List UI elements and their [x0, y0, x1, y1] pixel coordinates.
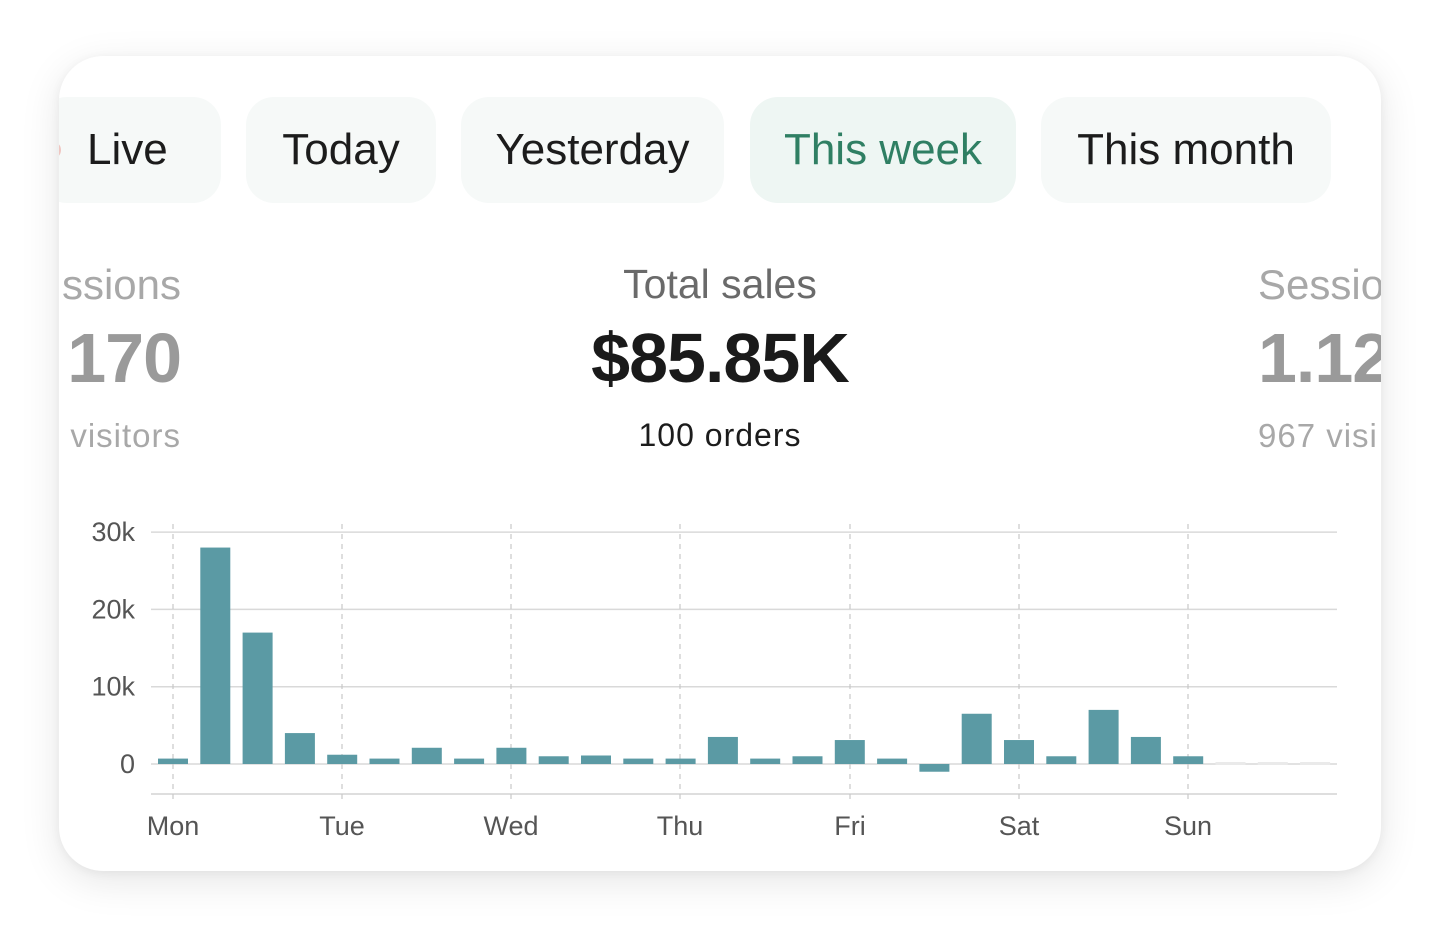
chart-bar: [242, 632, 273, 764]
metric-sub: 100 orders: [638, 417, 802, 453]
tab-this-week-label: This week: [783, 125, 983, 174]
metric-value: 170: [67, 319, 182, 397]
chart-bar: [961, 713, 992, 764]
metric-value: 1.12: [1258, 319, 1381, 397]
tab-this-month-label: This month: [1077, 125, 1295, 174]
tab-live[interactable]: Live: [59, 97, 221, 203]
chart-bar: [1257, 762, 1288, 765]
x-tick-label: Sat: [999, 811, 1040, 841]
x-tick-label: Fri: [834, 811, 865, 841]
metric-label: Sessio: [1258, 261, 1381, 308]
chart-bar: [834, 740, 865, 764]
chart-bar: [919, 764, 950, 772]
chart-bar: [877, 758, 908, 764]
x-tick-label: Mon: [147, 811, 200, 841]
tab-live-label: Live: [87, 125, 168, 174]
sales-bar-chart: 30k 20k 10k 0 Mon Tue Wed Thu Fri Sat Sun: [91, 517, 1337, 841]
tab-today-label: Today: [282, 125, 400, 174]
chart-bar: [1173, 756, 1204, 764]
chart-bar: [707, 736, 738, 764]
tab-yesterday[interactable]: Yesterday: [461, 97, 724, 203]
chart-bar: [369, 758, 400, 764]
tab-this-week[interactable]: This week: [750, 97, 1016, 203]
chart-bar: [411, 747, 442, 764]
chart-bar: [750, 758, 781, 764]
chart-bar: [1088, 709, 1119, 764]
chart-bar: [1130, 736, 1161, 764]
chart-bar: [200, 547, 231, 764]
chart-bar: [665, 758, 696, 764]
metric-value: $85.85K: [591, 319, 850, 397]
y-tick-label: 10k: [91, 672, 135, 702]
metric-sessions-prev[interactable]: ssions 170 visitors: [59, 56, 189, 456]
chart-bar: [792, 756, 823, 764]
chart-bar: [623, 758, 654, 764]
metric-sessions-next[interactable]: Sessio 1.12 967 visi: [1256, 56, 1381, 456]
chart-bar: [284, 733, 315, 764]
chart-bar: [1046, 756, 1077, 764]
y-tick-label: 30k: [91, 517, 135, 547]
metric-sub: 967 visi: [1258, 417, 1378, 454]
x-tick-label: Wed: [483, 811, 538, 841]
chart-bar: [496, 747, 527, 764]
metric-label: ssions: [61, 261, 181, 308]
x-tick-label: Sun: [1164, 811, 1212, 841]
tab-yesterday-label: Yesterday: [495, 125, 690, 174]
x-tick-label: Thu: [657, 811, 704, 841]
tab-this-month[interactable]: This month: [1041, 97, 1331, 203]
x-tick-label: Tue: [319, 811, 365, 841]
chart-bar: [538, 756, 569, 764]
chart-bar: [454, 758, 485, 764]
live-indicator-icon: [59, 141, 61, 159]
metric-sub: visitors: [70, 417, 181, 454]
chart-bar: [1215, 762, 1246, 765]
sales-overview-card: Live Today Yesterday This week This mont…: [59, 56, 1381, 871]
chart-bar: [1300, 762, 1331, 765]
chart-bar: [581, 755, 611, 764]
chart-bar: [158, 758, 188, 764]
y-tick-label: 0: [120, 749, 135, 779]
chart-bar: [327, 754, 358, 764]
chart-bar: [1004, 740, 1034, 764]
y-tick-label: 20k: [91, 594, 135, 624]
metric-label: Total sales: [623, 261, 817, 307]
tab-today[interactable]: Today: [246, 97, 436, 203]
